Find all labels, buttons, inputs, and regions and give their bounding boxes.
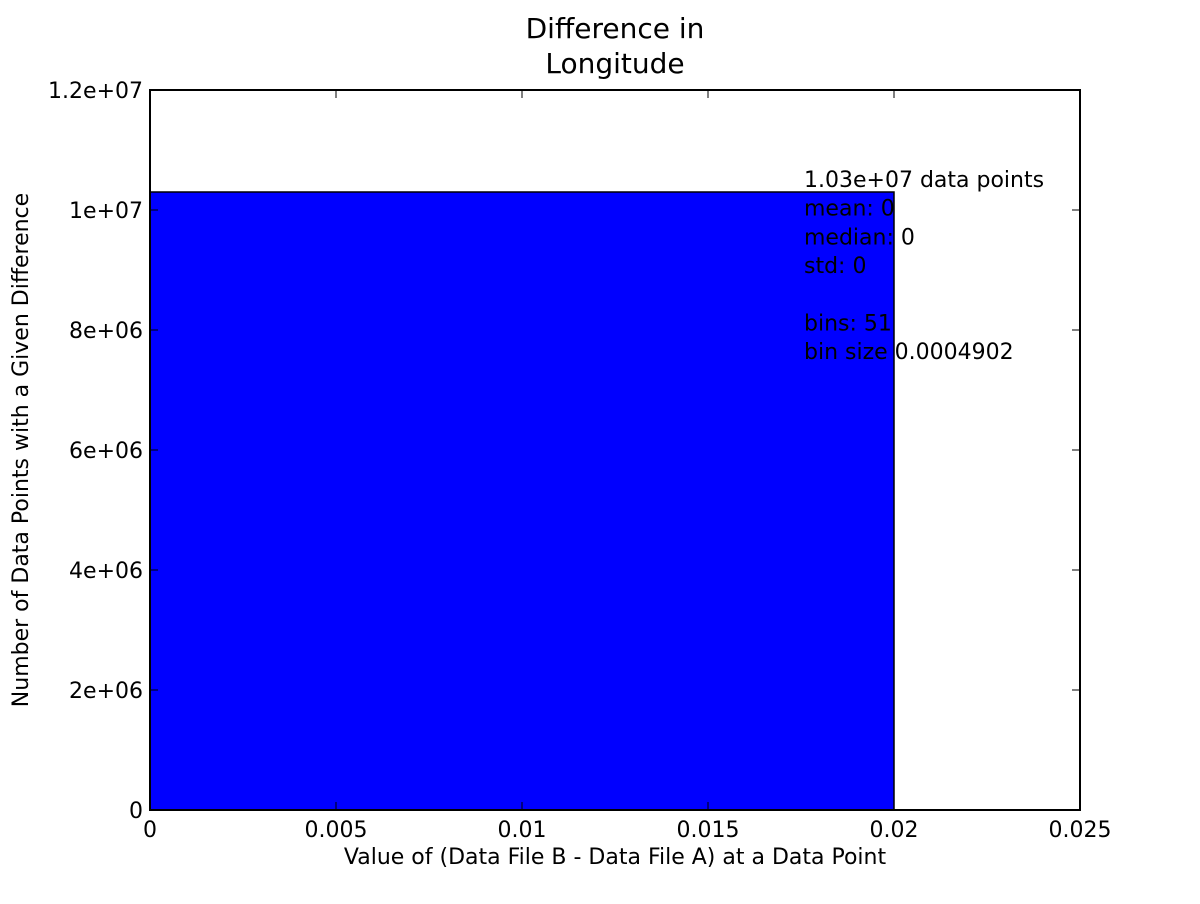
chart-title-line-2: Longitude: [545, 47, 684, 80]
x-tick-label: 0: [143, 818, 157, 843]
y-tick-label: 6e+06: [69, 439, 143, 464]
stats-annotation-line: bins: 51: [804, 312, 892, 337]
y-axis-label: Number of Data Points with a Given Diffe…: [9, 193, 34, 707]
chart-title-line-1: Difference in: [526, 12, 705, 45]
x-tick-label: 0.015: [677, 818, 740, 843]
x-axis-label: Value of (Data File B - Data File A) at …: [344, 845, 887, 870]
y-tick-label: 1e+07: [69, 199, 143, 224]
x-tick-label: 0.025: [1049, 818, 1112, 843]
y-tick-label: 8e+06: [69, 319, 143, 344]
x-tick-label: 0.02: [870, 818, 919, 843]
y-tick-label: 0: [129, 799, 143, 824]
histogram-bar: [149, 191, 895, 811]
x-tick-label: 0.005: [305, 818, 368, 843]
x-tick-label: 0.01: [498, 818, 547, 843]
stats-annotation-line: bin size 0.0004902: [804, 340, 1014, 365]
y-tick-label: 2e+06: [69, 679, 143, 704]
y-tick-label: 1.2e+07: [48, 79, 143, 104]
y-tick-label: 4e+06: [69, 559, 143, 584]
stats-annotation-line: 1.03e+07 data points: [804, 168, 1044, 193]
stats-annotation-line: mean: 0: [804, 197, 895, 222]
stats-annotation-line: median: 0: [804, 225, 915, 250]
stats-annotation-line: std: 0: [804, 254, 866, 279]
